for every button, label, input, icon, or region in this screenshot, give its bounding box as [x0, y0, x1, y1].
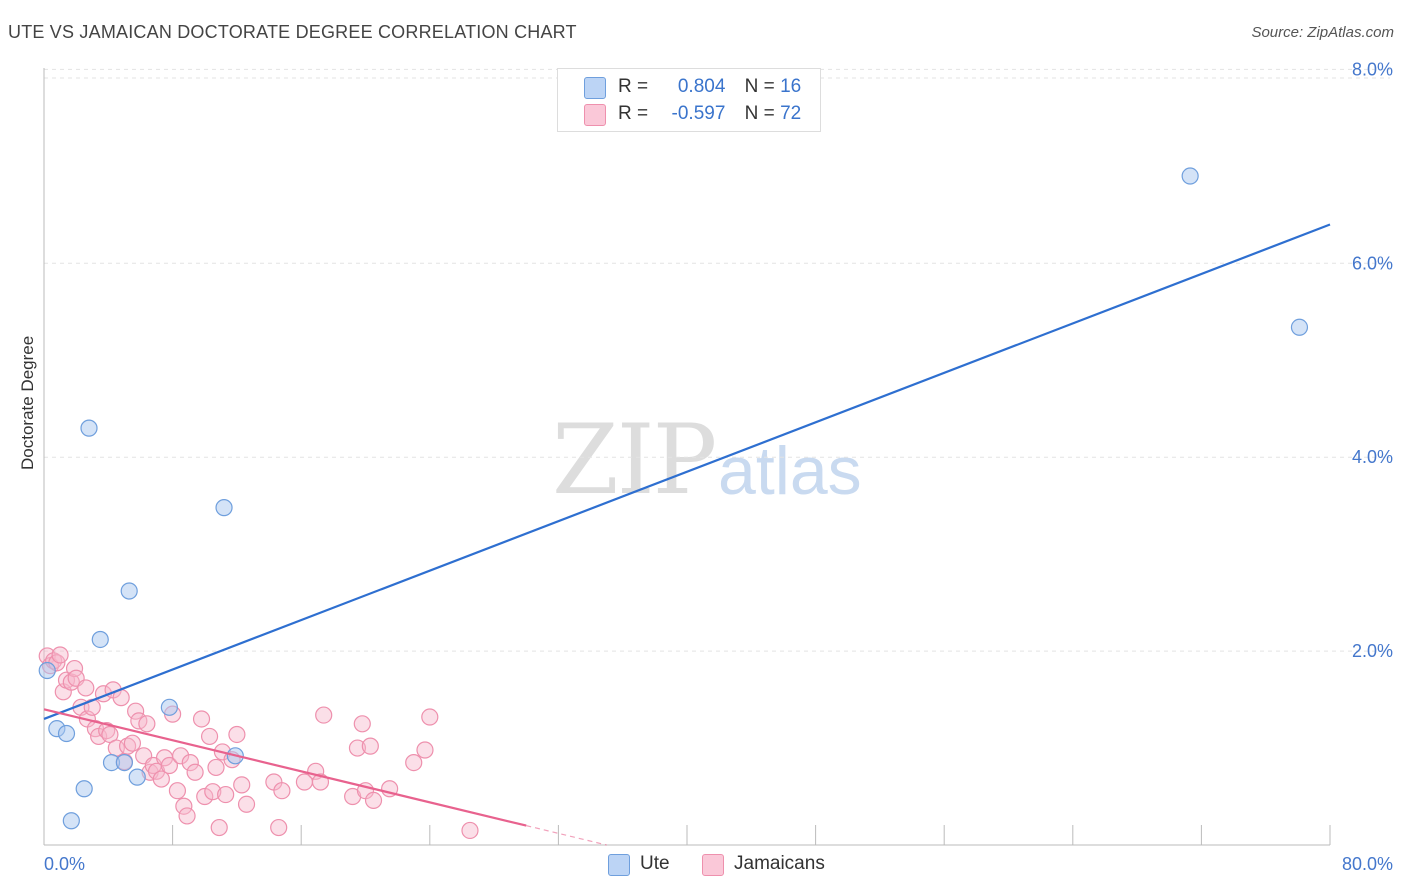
legend-ute-r-value: 0.804: [677, 76, 726, 97]
ute-point-10: [128, 768, 146, 786]
watermark-atlas: atlas: [718, 433, 862, 509]
x-tick-label-1: 80.0%: [1342, 854, 1393, 874]
ute-point-3: [75, 780, 93, 798]
jamaicans-point-62: [348, 739, 367, 757]
jamaicans-point-38: [175, 797, 193, 815]
legend-jam-n-value: 72: [780, 103, 802, 124]
jamaicans-point-46: [207, 758, 225, 777]
y-tick-label-3: 8.0%: [1352, 59, 1393, 79]
y-tick-label-1: 4.0%: [1352, 447, 1393, 467]
jamaicans-point-71: [461, 821, 479, 840]
jamaicans-point-65: [361, 737, 379, 755]
ute-point-8: [115, 753, 133, 772]
ute-point-0: [38, 661, 56, 680]
jamaicans-point-40: [181, 753, 199, 772]
ute-trend-line: [43, 223, 1331, 720]
ute-point-9: [120, 582, 138, 600]
jamaicans-point-39: [178, 807, 196, 825]
jamaicans-point-41: [186, 763, 204, 781]
ute-point-14: [1181, 167, 1199, 185]
y-tick-label-2: 6.0%: [1352, 253, 1393, 273]
jamaicans-point-25: [127, 702, 145, 720]
jamaicans-point-69: [416, 741, 434, 759]
x-tick-label-0: 0.0%: [44, 854, 85, 874]
y-tick-label-0: 2.0%: [1352, 641, 1393, 661]
jamaicans-point-23: [118, 737, 137, 755]
bottom-legend-swatch-ute: [608, 854, 630, 876]
jamaicans-point-49: [217, 785, 235, 804]
jamaicans-trend-extension: [526, 825, 607, 846]
chart-title: UTE VS JAMAICAN DOCTORATE DEGREE CORRELA…: [8, 22, 577, 42]
legend-ute-r-label: R =: [618, 76, 649, 97]
bottom-legend-label-ute: Ute: [640, 853, 670, 874]
legend-swatch-ute: [584, 77, 606, 99]
legend-jam-n-label: N =: [744, 103, 775, 124]
jamaicans-point-43: [196, 787, 214, 806]
legend-jam-r-value: -0.597: [671, 103, 726, 124]
jamaicans-point-68: [405, 753, 423, 772]
legend-ute-n-label: N =: [744, 76, 775, 97]
jamaicans-point-53: [237, 795, 256, 813]
ute-point-5: [80, 419, 98, 437]
ute-point-15: [1290, 318, 1309, 336]
jamaicans-point-70: [421, 708, 439, 726]
jamaicans-point-55: [270, 818, 288, 837]
bottom-legend-swatch-jamaicans: [702, 854, 724, 876]
jamaicans-point-36: [168, 782, 187, 800]
ute-point-12: [215, 499, 233, 517]
jamaicans-point-4: [51, 646, 69, 664]
jamaicans-point-52: [233, 776, 251, 794]
jamaicans-point-45: [204, 783, 222, 801]
legend-swatch-jamaicans: [584, 104, 606, 126]
ute-point-6: [91, 630, 109, 649]
watermark-zip: ZIP: [552, 404, 717, 516]
jamaicans-point-28: [138, 715, 156, 733]
jamaicans-point-51: [228, 725, 246, 744]
legend-ute-n-value: 16: [780, 76, 802, 97]
jamaicans-point-63: [353, 715, 371, 733]
ute-point-4: [62, 812, 80, 830]
bottom-legend-label-jamaicans: Jamaicans: [734, 853, 825, 874]
ute-point-2: [57, 724, 76, 743]
ute-point-11: [160, 698, 178, 716]
legend: R = 0.804 N = 16 R = -0.597 N = 72: [557, 68, 821, 132]
source-credit: Source: ZipAtlas.com: [1251, 24, 1394, 41]
jamaicans-point-34: [160, 756, 178, 775]
jamaicans-point-66: [364, 791, 383, 810]
jamaicans-point-60: [315, 706, 333, 724]
jamaicans-point-42: [192, 710, 211, 728]
jamaicans-point-44: [200, 727, 219, 746]
jamaicans-point-37: [172, 747, 190, 765]
jamaicans-point-56: [273, 782, 291, 800]
legend-jam-r-label: R =: [618, 103, 649, 124]
jamaicans-point-11: [77, 679, 95, 697]
jamaicans-point-24: [123, 734, 142, 752]
jamaicans-point-32: [152, 770, 170, 788]
jamaicans-trend-line: [43, 708, 527, 827]
jamaicans-point-47: [210, 818, 228, 837]
